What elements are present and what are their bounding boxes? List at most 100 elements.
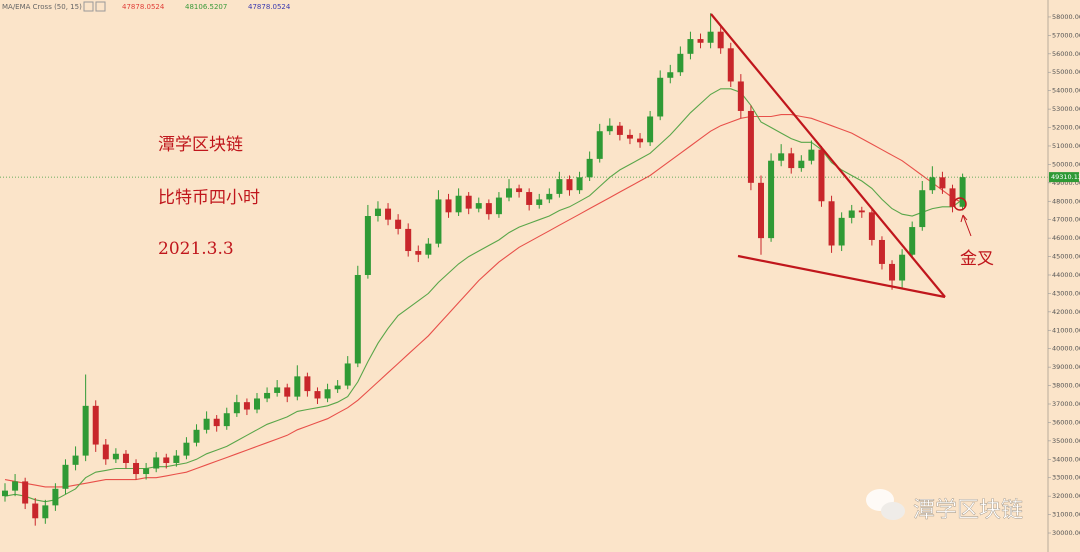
candle-body [385,208,392,220]
candle-body [495,197,502,215]
candle-body [929,177,936,191]
candle-body [596,131,603,159]
candle-body [334,385,341,390]
annotation: 潭学区块链 [158,135,243,155]
y-tick-label: 52000.00 [1052,124,1080,132]
candle-body [173,455,180,463]
candle-body [344,363,351,386]
candle-body [445,199,452,213]
indicator-readout: 48106.5207 [185,3,227,11]
candle-body [233,402,240,414]
annotation: 金叉 [960,249,994,269]
candle-body [526,192,533,205]
candle-body [2,490,8,497]
candle-body [304,376,311,392]
candle-body [737,81,744,111]
candle-body [566,179,573,191]
candle-body [284,387,291,397]
candle-body [768,160,775,239]
y-tick-label: 48000.00 [1052,197,1080,205]
y-tick-label: 53000.00 [1052,105,1080,113]
candle-body [616,125,623,135]
y-tick-label: 50000.00 [1052,160,1080,168]
candle-body [909,227,916,255]
candle-body [183,442,190,456]
candle-body [72,455,79,465]
y-tick-label: 43000.00 [1052,289,1080,297]
watermark-icon [866,489,905,520]
y-tick-label: 33000.00 [1052,474,1080,482]
y-tick-label: 57000.00 [1052,31,1080,39]
ma-line [4,88,963,503]
candle-body [878,239,885,264]
candle-body [203,418,210,430]
y-tick-label: 44000.00 [1052,271,1080,279]
candle-body [707,31,714,43]
candle-body [374,208,381,217]
candle-body [637,138,644,143]
candle-body [697,39,704,43]
candle-body [647,116,654,143]
candle-body [314,391,321,399]
candle-body [576,177,583,191]
ma-line [4,114,963,488]
candle-body [657,77,664,117]
candle-body [828,201,835,246]
candle-body [556,179,563,194]
last-price-label: 49310.13 [1051,173,1080,181]
candle-body [364,216,371,275]
y-tick-label: 34000.00 [1052,455,1080,463]
candle-body [435,199,442,244]
candle-body [939,177,946,189]
candle-body [687,39,694,54]
y-tick-label: 35000.00 [1052,437,1080,445]
y-tick-label: 30000.00 [1052,529,1080,537]
candle-body [324,389,331,399]
candle-body [42,505,49,519]
candle-body [506,188,512,198]
trendline [710,13,946,298]
candle-body [243,402,250,410]
trendline [737,254,946,299]
arrow [962,214,972,237]
candle-body [868,212,875,240]
candle-body [22,481,29,504]
indicator-label: MA/EMA Cross (50, 15) [2,3,82,11]
y-tick-label: 58000.00 [1052,13,1080,21]
candle-body [475,203,482,209]
annotation: 比特币四小时 [158,188,260,208]
candle-body [949,188,956,207]
candle-body [264,392,271,399]
candle-body [778,153,785,161]
y-tick-label: 49000.00 [1052,179,1080,187]
candle-body [395,219,402,229]
candle-body [12,481,19,491]
watermark: 潭学区块链 [913,498,1023,523]
candle-body [667,72,674,78]
y-tick-label: 32000.00 [1052,492,1080,500]
indicator-readout: 47878.0524 [122,3,165,11]
candle-body [92,405,99,445]
candle-body [808,149,815,161]
candle-body [415,251,422,255]
candle-body [516,188,523,193]
candle-body [727,48,734,82]
candle-body [758,182,764,239]
candle-body [193,429,200,443]
candle-body [112,453,119,460]
icon [95,1,106,12]
candle-body [425,243,432,255]
arrow-head [960,214,968,223]
y-tick-label: 51000.00 [1052,142,1080,150]
y-tick-label: 42000.00 [1052,308,1080,316]
candle-body [485,203,492,215]
candle-body [919,190,926,228]
candle-body [163,457,170,463]
y-tick-label: 46000.00 [1052,234,1080,242]
candle-body [788,153,795,169]
candle-body [153,457,160,469]
candle-body [586,158,593,178]
candle-body [717,31,724,49]
